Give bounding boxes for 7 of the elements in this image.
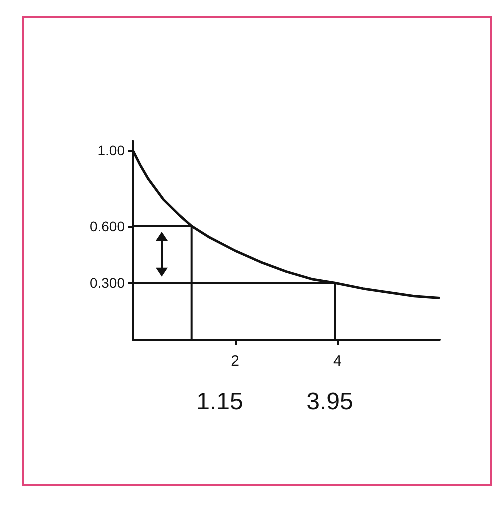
text: 3.95 [306, 388, 354, 416]
y-tick-label: 1.00 [98, 142, 126, 158]
text: 1.15 [196, 388, 244, 416]
y-tick-label: 0.300 [90, 275, 126, 292]
x-tick-label: 4 [333, 353, 342, 370]
x-tick-label: 2 [231, 353, 240, 370]
y-tick-label: 0.600 [90, 218, 126, 234]
